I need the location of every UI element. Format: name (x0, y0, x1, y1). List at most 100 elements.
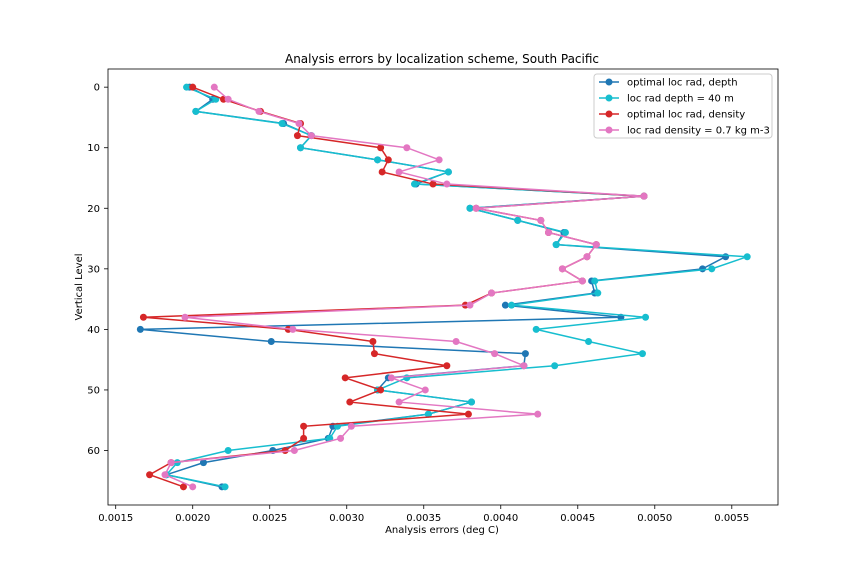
data-point (443, 362, 451, 370)
y-tick-label: 50 (87, 385, 100, 396)
y-tick-label: 60 (87, 446, 100, 457)
plot-frame (107, 68, 779, 506)
data-point (594, 289, 602, 297)
legend-marker (605, 78, 613, 86)
x-tick-label: 0.0030 (329, 513, 364, 524)
x-tick-label: 0.0050 (637, 513, 672, 524)
x-tick-label: 0.0045 (560, 513, 595, 524)
data-point (514, 216, 522, 224)
data-point (578, 277, 586, 285)
data-point (467, 398, 475, 406)
y-tick-label: 0 (94, 83, 100, 94)
data-point (537, 216, 545, 224)
data-point (181, 313, 189, 321)
legend-box (593, 73, 773, 139)
legend-item: optimal loc rad, density (599, 110, 745, 121)
y-tick-label: 40 (87, 325, 100, 336)
data-point (289, 325, 297, 333)
data-point (139, 313, 147, 321)
x-tick-label: 0.0015 (98, 513, 133, 524)
data-point (466, 301, 474, 309)
data-point (585, 338, 593, 345)
data-point (722, 253, 730, 261)
data-point (395, 168, 403, 176)
data-point (224, 95, 232, 103)
chart-title: Analysis errors by localization scheme, … (285, 52, 599, 66)
data-point (424, 410, 432, 418)
data-point (444, 168, 452, 176)
legend-label: optimal loc rad, depth (627, 78, 738, 89)
data-point (387, 374, 395, 382)
data-point (369, 338, 377, 345)
data-point (300, 422, 308, 430)
x-tick-label: 0.0035 (406, 513, 441, 524)
data-point (508, 301, 516, 309)
data-point (189, 483, 197, 491)
legend-label: loc rad depth = 40 m (627, 94, 734, 105)
plot-area (136, 83, 751, 491)
x-axis: 0.0015 0.0020 0.0025 0.0030 0.0035 0.0040 0.00… (98, 505, 749, 524)
data-point (346, 398, 354, 406)
x-tick-label: 0.0055 (714, 513, 749, 524)
data-point (183, 83, 191, 91)
data-point (136, 325, 144, 333)
y-axis: 0 10 20 30 40 50 60 (87, 83, 108, 457)
data-point (464, 410, 472, 418)
legend-item: loc rad density = 0.7 kg m-3 (599, 126, 770, 137)
data-point (520, 362, 528, 370)
data-point (167, 459, 175, 467)
data-point (443, 180, 451, 188)
y-tick-label: 10 (87, 143, 100, 154)
data-point (429, 180, 437, 188)
data-point (224, 447, 232, 454)
data-point (370, 350, 378, 358)
data-point (179, 483, 187, 491)
data-point (592, 241, 600, 249)
legend-label: optimal loc rad, density (627, 110, 745, 121)
x-tick-label: 0.0040 (483, 513, 518, 524)
data-point (708, 265, 716, 273)
data-point (192, 107, 200, 115)
data-point (377, 386, 385, 394)
data-point (534, 410, 542, 418)
data-point (642, 313, 650, 321)
data-point (583, 253, 591, 261)
data-point (491, 350, 499, 358)
data-point (189, 83, 197, 91)
data-point (267, 338, 275, 345)
data-point (255, 107, 263, 115)
data-point (501, 301, 509, 309)
data-point (558, 265, 566, 273)
data-point (488, 289, 496, 297)
data-point (591, 277, 599, 285)
y-tick-label: 30 (87, 264, 100, 275)
data-point (551, 362, 559, 370)
x-tick-label: 0.0020 (175, 513, 210, 524)
data-point (552, 241, 560, 249)
data-point (337, 434, 345, 442)
data-point (300, 434, 308, 442)
y-tick-label: 20 (87, 204, 100, 215)
data-point (341, 374, 349, 382)
data-point (421, 386, 429, 394)
legend-marker (605, 126, 613, 134)
data-point (374, 156, 382, 164)
x-tick-label: 0.0025 (252, 513, 287, 524)
legend-marker (605, 110, 613, 118)
data-point (403, 374, 411, 382)
legend-item: optimal loc rad, depth (599, 78, 738, 89)
data-point (640, 192, 648, 200)
legend: optimal loc rad, depth loc rad depth = 40… (593, 73, 773, 139)
data-point (638, 350, 646, 358)
data-point (290, 447, 298, 454)
data-point (377, 144, 385, 152)
data-point (545, 229, 553, 236)
legend-label: loc rad density = 0.7 kg m-3 (627, 126, 770, 137)
legend-marker (605, 94, 613, 102)
data-point (295, 120, 303, 127)
data-point (411, 180, 419, 188)
data-point (293, 132, 301, 140)
data-point (561, 229, 569, 236)
data-point (403, 144, 411, 152)
